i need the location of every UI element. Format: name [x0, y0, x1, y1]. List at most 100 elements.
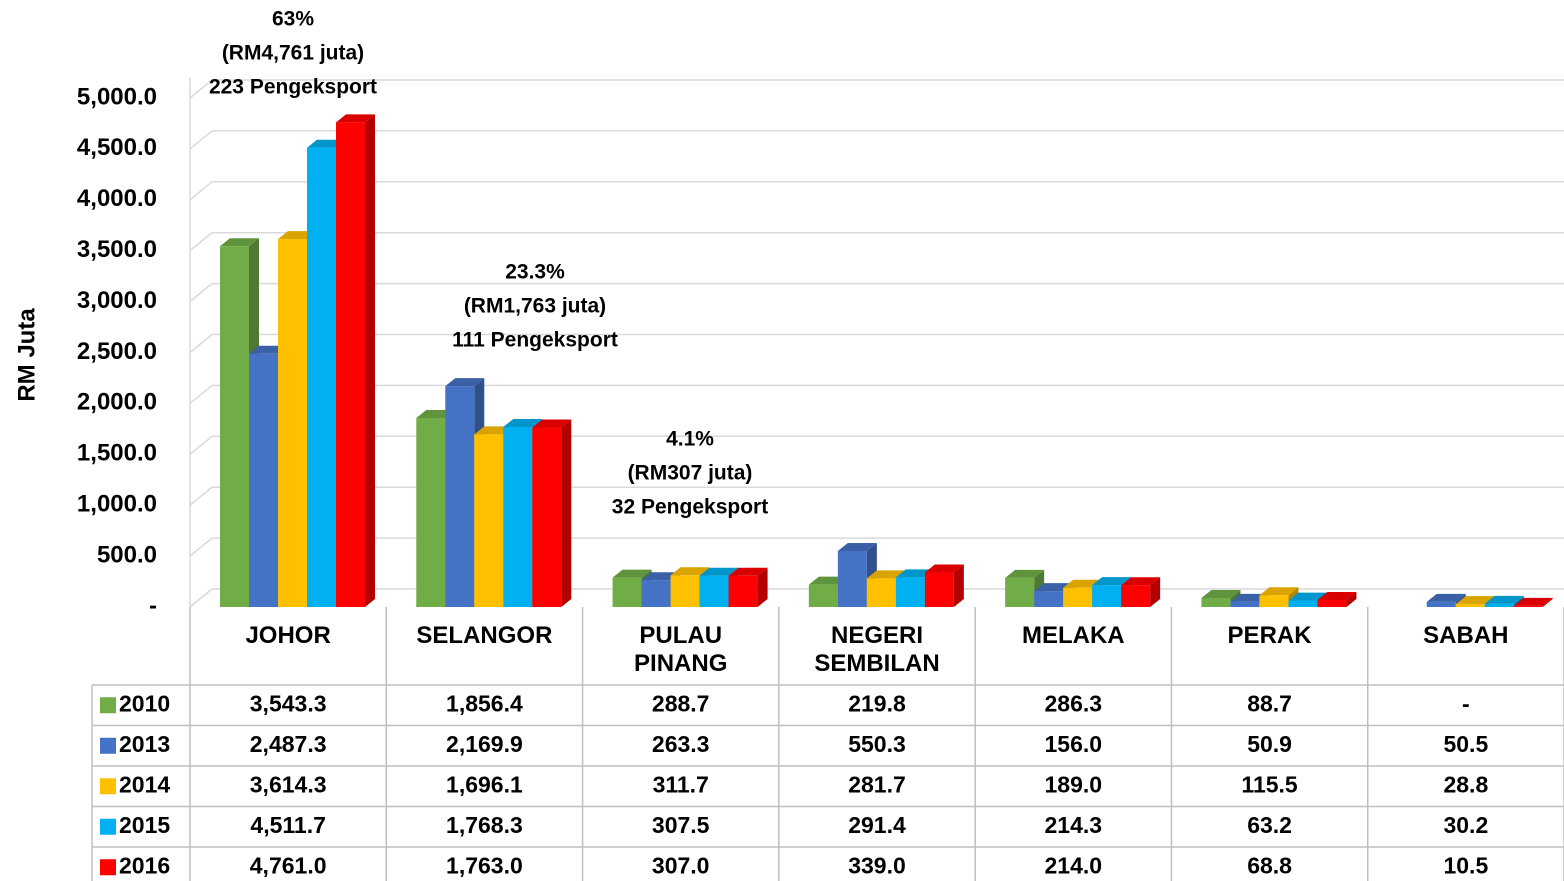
- bar-top: [1092, 577, 1132, 586]
- bar: [728, 575, 758, 607]
- bar: [612, 577, 642, 607]
- annotation: 23.3%: [505, 261, 565, 284]
- annotation: 4.1%: [666, 428, 714, 451]
- y-axis-label: RM Juta: [13, 308, 40, 402]
- bar-side: [757, 567, 768, 607]
- bar: [416, 418, 446, 607]
- bar: [278, 239, 307, 607]
- bar: [1288, 600, 1318, 607]
- grid-line-floor: [189, 537, 213, 557]
- grid-line-floor: [189, 130, 213, 150]
- bar: [808, 584, 838, 607]
- bar: [1121, 585, 1151, 607]
- legend-label: 2014: [119, 771, 170, 797]
- bar: [1484, 603, 1514, 607]
- data-label: 291.4: [848, 812, 906, 838]
- y-tick-label: 1,500.0: [77, 440, 157, 467]
- y-tick-label: 4,500.0: [77, 134, 157, 161]
- x-tick-label: PERAK: [1227, 622, 1312, 649]
- bar-top: [1201, 589, 1241, 598]
- bar-top: [503, 418, 543, 427]
- bar-top: [1484, 595, 1524, 604]
- bar: [1034, 591, 1064, 607]
- data-label: 28.8: [1443, 771, 1488, 797]
- data-label: 2,487.3: [250, 731, 327, 757]
- bar: [670, 575, 700, 607]
- bar-top: [866, 570, 906, 579]
- legend-key: [100, 818, 116, 835]
- data-label: -: [1462, 690, 1470, 716]
- data-label: 550.3: [848, 731, 906, 757]
- bar: [1063, 587, 1093, 607]
- grid-line-floor: [189, 333, 213, 354]
- bar-top: [1121, 577, 1161, 586]
- bar-top: [1455, 596, 1495, 605]
- grid-line-floor: [189, 588, 213, 608]
- bar: [249, 353, 278, 607]
- bar: [837, 550, 867, 607]
- bar-top: [1259, 587, 1299, 596]
- data-label: 1,696.1: [446, 771, 523, 797]
- bar: [1426, 601, 1456, 607]
- bar: [1092, 585, 1122, 607]
- annotation: (RM4,761 juta): [222, 42, 364, 65]
- bar: [895, 577, 925, 607]
- annotation: 32 Pengeksport: [612, 496, 768, 519]
- bar-top: [699, 567, 739, 576]
- y-tick-label: 3,000.0: [77, 287, 157, 314]
- data-label: 88.7: [1247, 690, 1292, 716]
- x-tick-label: JOHOR: [245, 622, 331, 649]
- annotation: (RM307 juta): [628, 462, 753, 485]
- legend-label: 2013: [119, 731, 170, 757]
- grid-line-floor: [189, 435, 213, 455]
- y-tick-label: 3,500.0: [77, 236, 157, 263]
- data-label: 115.5: [1241, 771, 1297, 797]
- data-label: 1,856.4: [446, 690, 523, 716]
- bar-top: [1288, 592, 1328, 601]
- bar: [445, 386, 475, 607]
- bar-top: [924, 564, 964, 573]
- data-label: 68.8: [1247, 852, 1292, 878]
- data-label: 281.7: [848, 771, 906, 797]
- data-label: 156.0: [1045, 731, 1103, 757]
- annotation: 63%: [272, 8, 314, 31]
- bar: [641, 580, 671, 607]
- bar-top: [1317, 591, 1357, 600]
- grid-line-floor: [189, 283, 213, 303]
- grid-line-floor: [189, 232, 213, 252]
- grid-line-floor: [189, 181, 213, 201]
- bar-side: [1150, 577, 1161, 607]
- data-label: 214.3: [1045, 812, 1103, 838]
- y-tick-label: 5,000.0: [77, 83, 157, 110]
- bar-top: [220, 238, 259, 247]
- data-label: 189.0: [1045, 771, 1103, 797]
- data-label: 288.7: [652, 690, 710, 716]
- data-label: 214.0: [1045, 852, 1103, 878]
- data-label: 1,763.0: [446, 852, 523, 878]
- data-label: 339.0: [848, 852, 906, 878]
- bar-top: [532, 419, 572, 428]
- grid-line-floor: [189, 79, 213, 99]
- annotation: 223 Pengeksport: [209, 76, 377, 99]
- bar-top: [1005, 569, 1045, 578]
- bar: [532, 427, 562, 607]
- bar-top: [445, 378, 485, 387]
- bar: [699, 575, 729, 607]
- bar-top: [728, 567, 768, 576]
- data-label: 219.8: [848, 690, 906, 716]
- data-label: 50.5: [1443, 731, 1488, 757]
- data-label: 30.2: [1443, 812, 1488, 838]
- annotation: 111 Pengeksport: [452, 329, 618, 352]
- bar: [1230, 601, 1260, 607]
- legend-label: 2015: [119, 812, 170, 838]
- x-tick-label: MELAKA: [1021, 622, 1125, 649]
- legend-label: 2010: [119, 690, 170, 716]
- data-label: 63.2: [1247, 812, 1292, 838]
- data-label: 2,169.9: [446, 731, 523, 757]
- x-tick-label: SABAH: [1423, 622, 1509, 649]
- data-label: 307.5: [652, 812, 710, 838]
- legend-key: [100, 697, 116, 714]
- y-tick-label: 4,000.0: [77, 185, 157, 212]
